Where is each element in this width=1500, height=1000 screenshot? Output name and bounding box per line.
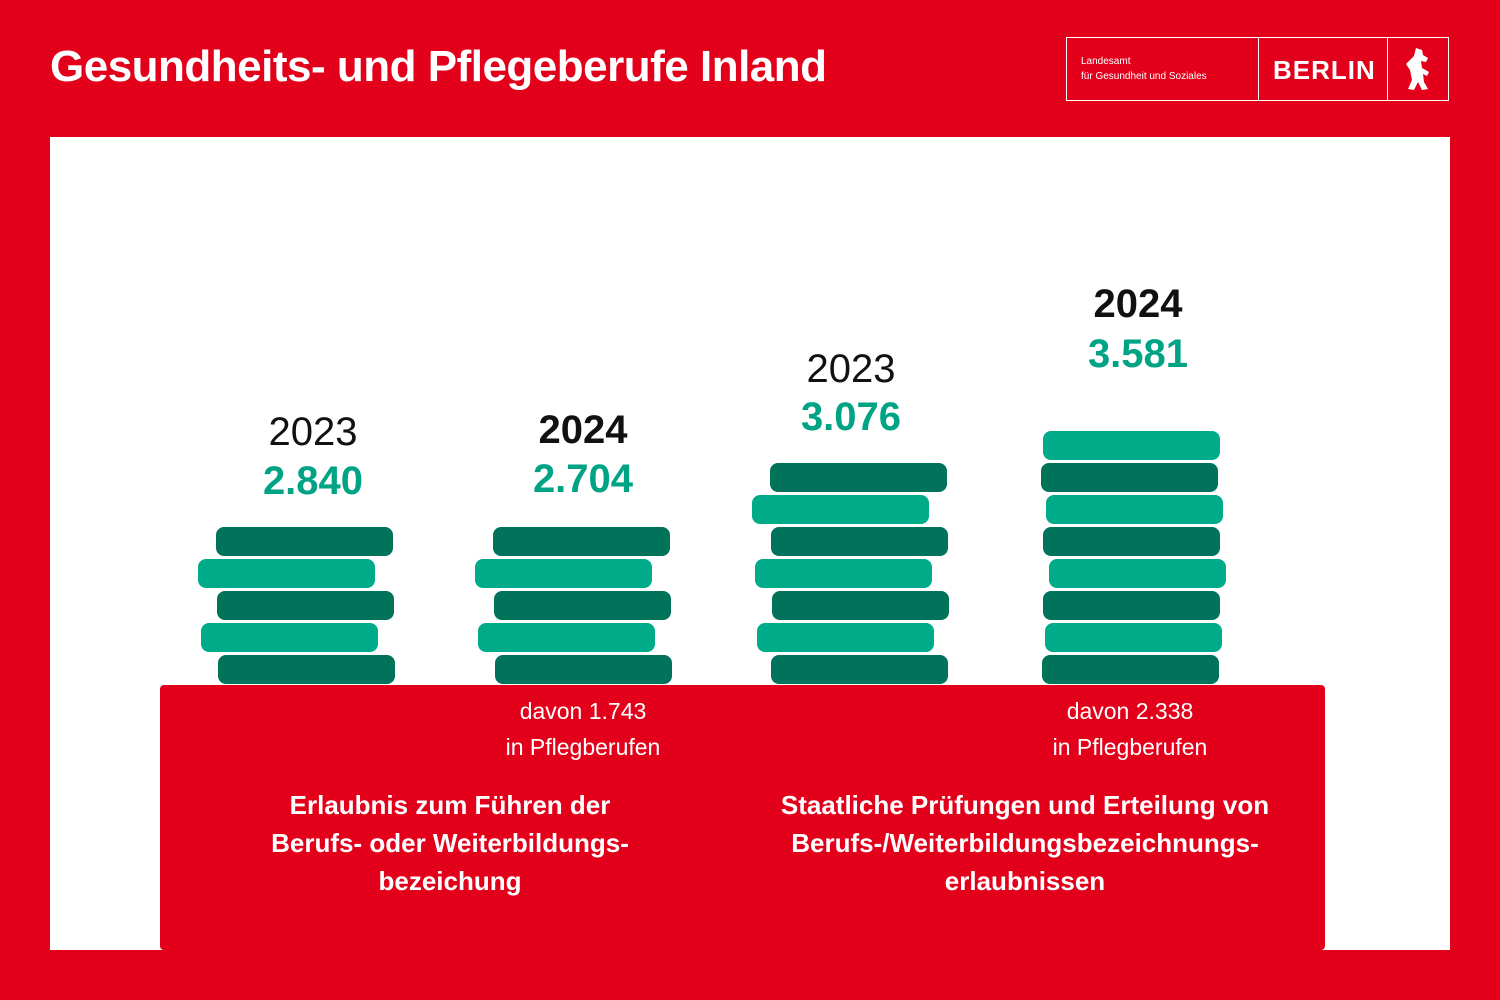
logo-divider xyxy=(1387,38,1388,100)
logo-line: Landesamt xyxy=(1081,56,1131,67)
category-line: Berufs- oder Weiterbildungs- xyxy=(271,828,629,858)
book xyxy=(1041,463,1219,492)
note: in Pflegberufen xyxy=(505,734,661,760)
book xyxy=(772,591,950,620)
category-line: bezeichung xyxy=(378,866,522,896)
book xyxy=(217,591,395,620)
book xyxy=(1049,559,1226,588)
category-label: Erlaubnis zum Führen der Berufs- oder We… xyxy=(170,786,730,900)
note: in Pflegberufen xyxy=(1052,734,1208,760)
logo-word: BERLIN xyxy=(1273,55,1376,85)
value-label: 3.076 xyxy=(800,395,902,439)
book xyxy=(770,463,947,492)
book xyxy=(1046,495,1223,524)
year-label: 2023 xyxy=(268,410,358,454)
book xyxy=(495,655,673,684)
category-line: Erlaubnis zum Führen der xyxy=(289,790,611,820)
category-line: Staatliche Prüfungen und Erteilung von xyxy=(780,790,1270,820)
book xyxy=(475,559,652,588)
book xyxy=(1043,591,1221,620)
book xyxy=(752,495,929,524)
book xyxy=(757,623,934,652)
value-label: 2.840 xyxy=(262,459,364,503)
logo-divider xyxy=(1258,38,1259,100)
bear-icon xyxy=(1406,48,1429,90)
category-line: erlaubnissen xyxy=(944,866,1106,896)
year-label: 2024 xyxy=(538,408,628,452)
base-box xyxy=(160,685,1325,950)
book xyxy=(493,527,670,556)
value-label: 3.581 xyxy=(1087,332,1189,376)
book xyxy=(218,655,396,684)
logo-line: für Gesundheit und Soziales xyxy=(1081,71,1207,82)
book xyxy=(770,655,948,684)
book xyxy=(478,623,655,652)
book xyxy=(1042,655,1220,684)
page-title: Gesundheits- und Pflegeberufe Inland xyxy=(50,42,827,91)
book xyxy=(201,623,378,652)
year-label: 2024 xyxy=(1093,282,1183,326)
book xyxy=(1043,431,1220,460)
year-label: 2023 xyxy=(806,347,896,391)
book xyxy=(494,591,672,620)
book xyxy=(198,559,375,588)
logo: Landesamt für Gesundheit und Soziales BE… xyxy=(1066,37,1449,101)
note: davon 2.338 xyxy=(1066,698,1194,724)
book xyxy=(216,527,393,556)
book xyxy=(1045,623,1222,652)
book xyxy=(1042,527,1220,556)
note: davon 1.743 xyxy=(519,698,647,724)
category-label: Staatliche Prüfungen und Erteilung von B… xyxy=(745,786,1305,900)
category-line: Berufs-/Weiterbildungsbezeichnungs- xyxy=(791,828,1259,858)
book xyxy=(755,559,932,588)
book xyxy=(771,527,949,556)
value-label: 2.704 xyxy=(532,457,634,501)
